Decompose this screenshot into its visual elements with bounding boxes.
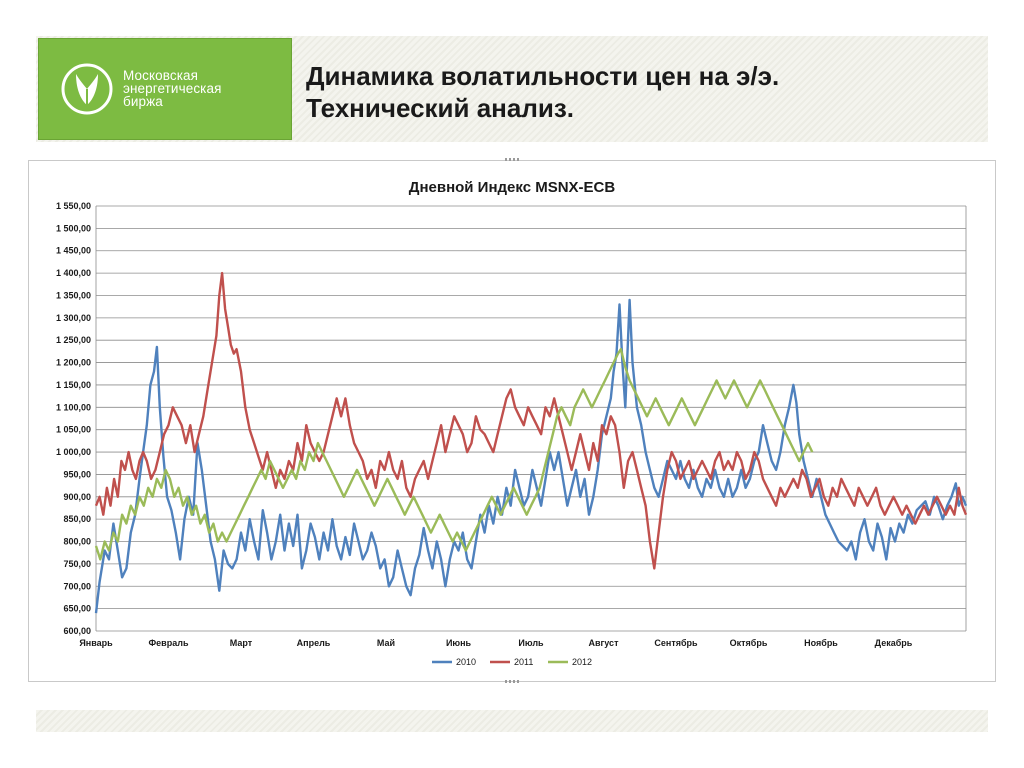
x-tick-label: Июнь	[446, 638, 472, 648]
y-tick-label: 1 250,00	[56, 335, 91, 345]
y-tick-label: 1 500,00	[56, 223, 91, 233]
x-tick-label: Октябрь	[730, 638, 768, 648]
y-tick-label: 1 350,00	[56, 290, 91, 300]
y-tick-label: 1 200,00	[56, 358, 91, 368]
logo-line-3: биржа	[123, 94, 163, 109]
chart-title: Дневной Индекс MSNX-ECB	[409, 179, 616, 196]
y-tick-label: 1 100,00	[56, 402, 91, 412]
resize-handle-top[interactable]	[505, 158, 519, 161]
legend-label-2011: 2011	[514, 657, 533, 667]
y-tick-label: 850,00	[63, 514, 91, 524]
legend-label-2010: 2010	[456, 657, 476, 667]
x-tick-label: Август	[589, 638, 620, 648]
y-tick-label: 700,00	[63, 581, 91, 591]
y-tick-label: 1 150,00	[56, 380, 91, 390]
logo-line-2: энергетическая	[123, 81, 222, 96]
y-tick-label: 800,00	[63, 537, 91, 547]
footer-band	[36, 710, 988, 732]
logo-leaf-icon	[61, 63, 113, 115]
chart: Дневной Индекс MSNX-ECB 1 550,00 1 500,00 1…	[56, 179, 968, 667]
x-tick-label: Декабрь	[875, 638, 913, 648]
y-tick-label: 1 450,00	[56, 246, 91, 256]
y-tick-label: 1 000,00	[56, 447, 91, 457]
logo-text: Московская энергетическая биржа	[123, 68, 222, 109]
legend-label-2012: 2012	[572, 657, 592, 667]
x-tick-label: Апрель	[297, 638, 331, 648]
x-tick-label: Сентябрь	[654, 638, 698, 648]
resize-handle-bottom[interactable]	[505, 680, 519, 683]
y-tick-label: 600,00	[63, 626, 91, 636]
page-title: Динамика волатильности цен на э/э. Техни…	[306, 60, 846, 124]
x-tick-label: Ноябрь	[804, 638, 838, 648]
series-line-2010	[94, 298, 968, 614]
logo: Московская энергетическая биржа	[38, 38, 292, 140]
page-title-line-1: Динамика волатильности цен на э/э.	[306, 61, 780, 91]
series-line-2012	[94, 348, 814, 561]
x-tick-label: Май	[377, 638, 395, 648]
y-tick-label: 950,00	[63, 469, 91, 479]
x-tick-label: Июль	[518, 638, 544, 648]
x-tick-label: Февраль	[149, 638, 189, 648]
logo-line-1: Московская	[123, 68, 199, 83]
y-tick-label: 900,00	[63, 492, 91, 502]
y-tick-label: 1 550,00	[56, 201, 91, 211]
y-tick-label: 750,00	[63, 559, 91, 569]
y-tick-label: 1 050,00	[56, 425, 91, 435]
y-tick-label: 1 400,00	[56, 268, 91, 278]
series-line-2011	[94, 271, 968, 570]
x-tick-label: Март	[230, 638, 253, 648]
x-tick-label: Январь	[79, 638, 113, 648]
chart-frame	[28, 160, 996, 682]
y-tick-label: 1 300,00	[56, 313, 91, 323]
page-title-line-2: Технический анализ.	[306, 93, 574, 123]
y-tick-label: 650,00	[63, 604, 91, 614]
